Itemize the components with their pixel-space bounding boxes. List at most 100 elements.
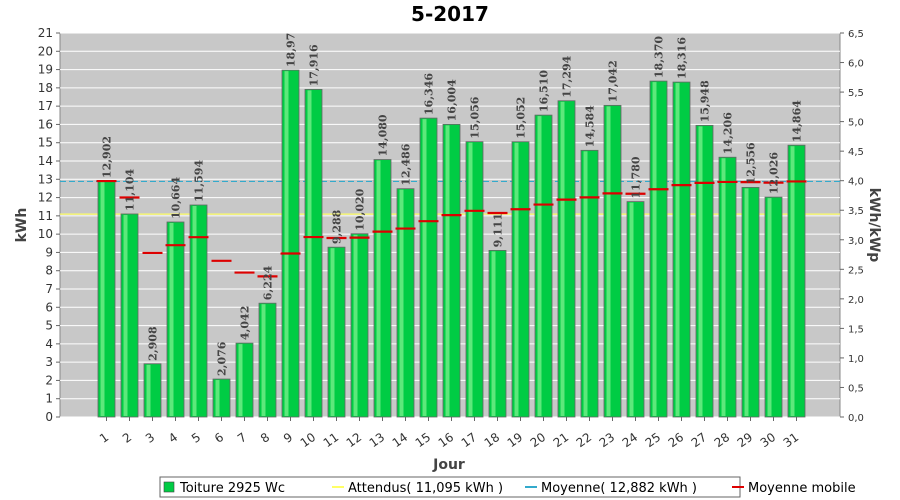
y-tick-label: 12	[38, 191, 53, 205]
legend-label: Moyenne( 12,882 kWh )	[541, 481, 697, 496]
bar-value-label: 6,224	[262, 265, 275, 300]
bar-value-label: 12,902	[101, 136, 114, 178]
bar-highlight	[675, 83, 680, 416]
right-axis: 0,0 0,5 1,0 1,5 2,0 2,5 3,0 3,5 4,0 4,5 5,0 5,5 6,0 6…	[840, 29, 864, 424]
x-tick-label: 30	[758, 430, 779, 450]
y-tick-label: 2	[45, 373, 53, 387]
x-tick-label: 17	[459, 430, 480, 450]
y-tick-label: 20	[38, 44, 53, 58]
bar-value-label: 18,97	[285, 33, 298, 67]
y2-tick-label: 4,5	[848, 147, 864, 158]
chart-title: 5-2017	[411, 2, 489, 26]
bar-value-label: 12,486	[400, 143, 413, 185]
x-axis: 1 2 3 4 5 6 7 8 9 10 11 12 13 14 15 16 17 18 19 20 21 22 23 24 2…	[97, 417, 801, 450]
bar-value-label: 16,346	[423, 73, 436, 115]
bar-highlight	[560, 101, 565, 417]
y-tick-label: 9	[45, 245, 53, 259]
x-tick-label: 25	[643, 430, 664, 450]
bar-value-label: 10,664	[170, 177, 183, 219]
bar-highlight	[238, 344, 243, 416]
bar-highlight	[330, 248, 335, 416]
y-tick-label: 1	[45, 392, 53, 406]
bar-value-label: 17,042	[607, 60, 620, 102]
bar-highlight	[376, 160, 381, 416]
y-tick-label: 6	[45, 300, 53, 314]
x-axis-label: Jour	[432, 457, 465, 473]
bar-value-label: 14,584	[584, 105, 597, 147]
y2-tick-label: 1,5	[848, 324, 864, 335]
y-tick-label: 18	[38, 81, 53, 95]
bar-highlight	[629, 202, 634, 416]
x-tick-label: 9	[281, 430, 295, 446]
bar-value-label: 17,294	[561, 55, 574, 97]
bar-value-label: 18,370	[653, 36, 666, 78]
x-tick-label: 12	[344, 430, 365, 450]
bar-value-label: 4,042	[239, 306, 252, 340]
y2-tick-label: 4,0	[848, 177, 864, 188]
bar-highlight	[468, 142, 473, 416]
x-tick-label: 3	[143, 430, 157, 446]
bar-highlight	[192, 205, 197, 416]
y-tick-label: 4	[45, 337, 53, 351]
bar-value-label: 11,104	[124, 169, 137, 211]
y2-tick-label: 2,0	[848, 295, 864, 306]
y2-tick-label: 3,5	[848, 206, 864, 217]
bar-value-label: 12,556	[745, 142, 758, 184]
x-tick-label: 11	[321, 430, 342, 450]
y2-tick-label: 5,0	[848, 118, 864, 129]
legend-label: Moyenne mobile	[748, 481, 856, 496]
x-tick-label: 24	[620, 430, 641, 450]
bar-value-label: 15,056	[469, 96, 482, 138]
y2-tick-label: 0,5	[848, 383, 864, 394]
y2-tick-label: 6,5	[848, 29, 864, 40]
y-axis-label: kWh	[14, 208, 30, 243]
x-tick-label: 15	[413, 430, 434, 450]
bar-highlight	[307, 90, 312, 417]
x-tick-label: 19	[505, 430, 526, 450]
bar-highlight	[399, 189, 404, 416]
x-tick-label: 8	[258, 430, 272, 446]
bar-value-label: 2,908	[147, 326, 160, 361]
bar-highlight	[790, 146, 795, 416]
x-tick-label: 16	[436, 430, 457, 450]
y2-tick-label: 1,0	[848, 354, 864, 365]
y-tick-label: 15	[38, 136, 53, 150]
moving-average-markers	[96, 179, 807, 278]
x-tick-label: 5	[189, 430, 203, 446]
bar-highlight	[652, 82, 657, 416]
legend-label: Attendus( 11,095 kWh )	[348, 481, 503, 496]
bar-highlight	[721, 158, 726, 416]
bar-highlight	[100, 182, 105, 416]
x-tick-label: 7	[235, 430, 249, 446]
bar-value-label: 10,020	[354, 188, 367, 230]
y2-tick-label: 5,5	[848, 88, 864, 99]
bar-value-label: 11,780	[630, 156, 643, 198]
bar-value-label: 18,316	[676, 37, 689, 79]
y2-axis-label: kWh/kWp	[866, 188, 882, 263]
legend-label: Toiture 2925 Wc	[179, 481, 285, 496]
bar-highlight	[698, 126, 703, 416]
bar-value-label: 2,076	[216, 341, 229, 376]
bar-value-label: 16,004	[446, 79, 459, 121]
legend: Toiture 2925 Wc Attendus( 11,095 kWh ) Moy…	[159, 476, 856, 498]
y2-tick-label: 0,0	[848, 413, 864, 424]
bar-labels-group: 12,902 11,104 2,908 10,664 11,594 2,076 4,042 6…	[101, 33, 804, 376]
bar-highlight	[353, 234, 358, 416]
y-tick-label: 0	[45, 410, 53, 424]
y-tick-label: 7	[45, 282, 53, 296]
bar-value-label: 17,916	[308, 44, 321, 86]
bar-value-label: 14,080	[377, 114, 390, 156]
bar-highlight	[537, 116, 542, 417]
x-tick-label: 26	[666, 430, 687, 450]
x-tick-label: 27	[689, 430, 710, 450]
y-tick-label: 19	[38, 63, 53, 77]
x-tick-label: 18	[482, 430, 503, 450]
bar-highlight	[215, 380, 220, 416]
bar-value-label: 11,594	[193, 160, 206, 202]
x-tick-label: 14	[390, 430, 411, 450]
y-tick-label: 10	[38, 227, 53, 241]
bar-value-label: 15,052	[515, 97, 528, 139]
